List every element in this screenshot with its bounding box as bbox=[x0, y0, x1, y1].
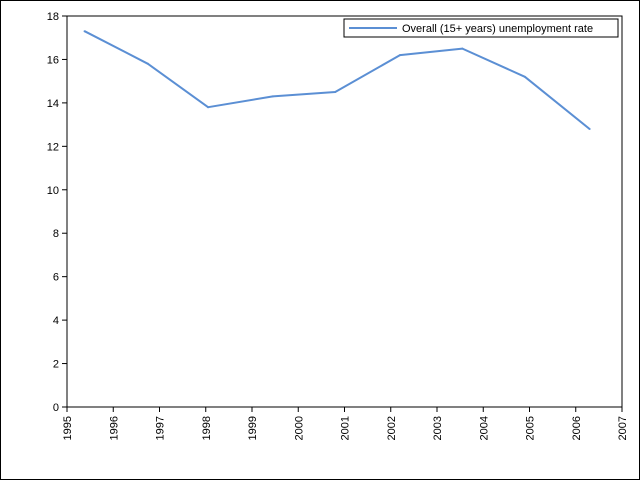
data-point bbox=[271, 95, 274, 98]
y-tick-label: 4 bbox=[53, 315, 59, 327]
x-tick-label: 2001 bbox=[340, 416, 352, 440]
x-tick-label: 1998 bbox=[201, 416, 213, 440]
data-point bbox=[588, 127, 591, 130]
data-point bbox=[523, 75, 526, 78]
data-point bbox=[146, 62, 149, 65]
x-tick-label: 2004 bbox=[478, 416, 490, 440]
y-axis: 0 2 4 6 8 10 12 14 16 18 bbox=[47, 11, 67, 414]
data-point bbox=[461, 47, 464, 50]
plot-area bbox=[66, 15, 623, 408]
x-tick-label: 2007 bbox=[617, 416, 629, 440]
y-tick-label: 14 bbox=[47, 98, 59, 110]
y-tick-label: 18 bbox=[47, 11, 59, 23]
x-tick-label: 2000 bbox=[293, 416, 305, 440]
y-tick-label: 8 bbox=[53, 228, 59, 240]
legend: Overall (15+ years) unemployment rate bbox=[343, 18, 619, 38]
x-tick-label: 2002 bbox=[386, 416, 398, 440]
x-tick-label: 2003 bbox=[432, 416, 444, 440]
y-tick-label: 10 bbox=[47, 185, 59, 197]
x-tick-label: 1996 bbox=[108, 416, 120, 440]
y-tick-label: 16 bbox=[47, 54, 59, 66]
x-tick-label: 1997 bbox=[155, 416, 167, 440]
x-tick-label: 1995 bbox=[62, 416, 74, 440]
x-axis: 1995 1996 1997 1998 1999 2000 2001 2002 2003 2004… bbox=[62, 407, 629, 440]
legend-label: Overall (15+ years) unemployment rate bbox=[402, 23, 593, 35]
x-tick-label: 2006 bbox=[571, 416, 583, 440]
data-point bbox=[399, 54, 401, 57]
legend-box bbox=[343, 18, 619, 38]
data-point bbox=[207, 106, 210, 109]
y-tick-label: 6 bbox=[53, 272, 59, 284]
x-tick-label: 1999 bbox=[247, 416, 259, 440]
y-tick-label: 2 bbox=[53, 359, 59, 371]
series-layer bbox=[83, 30, 591, 130]
x-tick-label: 2005 bbox=[525, 416, 537, 440]
data-point bbox=[83, 30, 86, 33]
data-point bbox=[334, 91, 337, 94]
y-tick-label: 0 bbox=[53, 402, 59, 414]
y-tick-label: 12 bbox=[47, 141, 59, 153]
